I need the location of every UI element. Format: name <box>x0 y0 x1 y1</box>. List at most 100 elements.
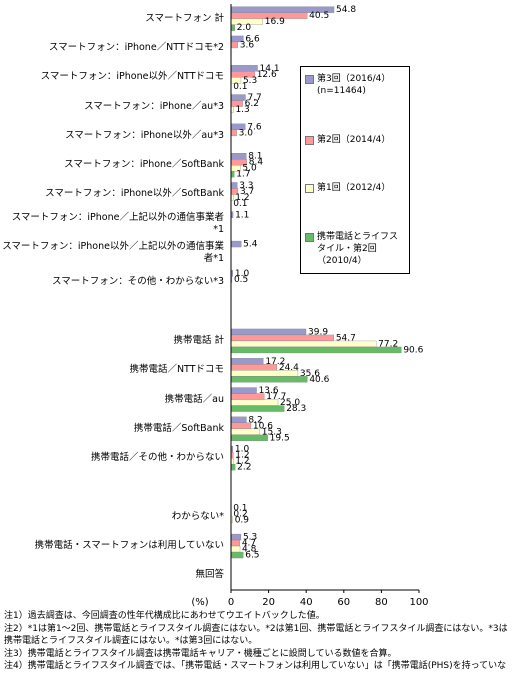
category-label: スマートフォン：iPhone以外／SoftBank <box>45 188 224 200</box>
value-label: 17.7 <box>266 392 286 402</box>
value-label: 0.1 <box>233 82 247 92</box>
value-label: 0.9 <box>235 515 250 525</box>
value-label: 6.2 <box>245 99 259 109</box>
value-label: 2.0 <box>237 23 252 33</box>
bar <box>230 65 258 72</box>
value-label: 4.8 <box>242 545 257 555</box>
value-label: 35.6 <box>300 369 320 379</box>
value-label: 16.9 <box>265 17 285 27</box>
bar <box>230 182 238 189</box>
value-label: 19.5 <box>270 433 290 443</box>
bar <box>230 346 402 354</box>
value-label: 14.1 <box>260 64 280 74</box>
bar <box>230 428 260 436</box>
value-label: 1.2 <box>235 451 249 461</box>
value-label: 7.7 <box>247 93 261 103</box>
value-label: 39.9 <box>308 327 328 337</box>
value-label: 1.0 <box>235 445 250 455</box>
bar <box>230 340 377 348</box>
bar <box>230 533 242 541</box>
bar <box>230 24 235 31</box>
bar <box>230 416 247 424</box>
bar <box>230 405 285 412</box>
category-label: 携帯電話 計 <box>173 334 224 346</box>
value-label: 5.3 <box>243 533 257 543</box>
bar <box>230 422 252 430</box>
category-label: スマートフォン：iPhone／SoftBank <box>64 159 224 171</box>
value-label: 8.4 <box>249 158 264 168</box>
value-label: 3.0 <box>239 128 254 138</box>
value-label: 4.7 <box>242 539 256 549</box>
value-label: 1.7 <box>236 170 250 180</box>
value-label: 1.2 <box>235 193 249 203</box>
legend-swatch <box>305 75 314 84</box>
x-tick-label: 0 <box>228 597 234 608</box>
value-label: 13.6 <box>259 386 279 396</box>
bar <box>230 152 247 160</box>
bar <box>230 41 238 49</box>
bar <box>230 240 242 248</box>
category-label: スマートフォン：iPhone／上記以外の通信事業者*1 <box>11 211 224 235</box>
value-label: 1.3 <box>235 105 249 115</box>
value-label: 15.3 <box>262 427 282 437</box>
value-label: 7.6 <box>247 122 262 132</box>
value-label: 6.5 <box>245 551 259 561</box>
category-label: スマートフォン：iPhone以外／au*3 <box>65 129 224 141</box>
bar <box>230 399 279 406</box>
value-label: 0.2 <box>233 509 247 519</box>
value-label: 0.1 <box>233 503 247 513</box>
value-label: 40.5 <box>309 11 329 21</box>
category-label: 携帯電話／NTTドコモ <box>129 364 224 376</box>
x-tick-label: 40 <box>300 597 313 608</box>
bar <box>230 545 241 553</box>
value-label: 28.3 <box>286 404 306 414</box>
bar <box>230 376 308 383</box>
legend-swatch <box>305 135 314 145</box>
value-label: 10.6 <box>253 421 273 431</box>
bar <box>230 539 240 547</box>
value-label: 8.2 <box>248 415 262 425</box>
legend-label: 第3回（2016/4） (n=11464) <box>317 74 391 96</box>
value-label: 77.2 <box>378 339 398 349</box>
value-label: 24.4 <box>279 363 299 373</box>
x-tick-label: 60 <box>337 597 350 608</box>
bar <box>230 364 278 371</box>
value-label: 3.7 <box>240 187 254 197</box>
value-label: 54.7 <box>336 333 356 343</box>
value-label: 1.0 <box>235 269 250 279</box>
bar <box>230 463 236 471</box>
x-tick-label: 100 <box>409 597 428 608</box>
note: 注2）*1は第1～2回、携帯電話とライフスタイル調査にはない。*2は第1回、携帯… <box>4 623 508 647</box>
value-label: 1.2 <box>235 457 249 467</box>
value-label: 0.5 <box>234 275 248 285</box>
legend-label: 携帯電話とライフスタイル・第2回（2010/4） <box>317 231 399 266</box>
value-label: 90.6 <box>403 345 423 355</box>
legend-item: 第3回（2016/4） (n=11464) <box>305 73 405 97</box>
x-tick-label: 80 <box>375 597 388 608</box>
value-label: 5.4 <box>243 240 258 250</box>
legend-item: 第1回（2012/4） <box>305 182 405 194</box>
x-axis-label: (%) <box>191 597 208 608</box>
note: 注3）携帯電話とライフスタイル調査は携帯電話キャリア・機種ごとに設問している数値… <box>4 648 397 659</box>
note: 注1）過去調査は、今回調査の性年代構成比にあわせてウエイトバックした値。 <box>4 611 325 621</box>
legend-item: 携帯電話とライフスタイル・第2回（2010/4） <box>305 231 405 267</box>
legend-swatch <box>305 232 314 242</box>
bar <box>230 434 268 442</box>
legend-label: 第1回（2012/4） <box>317 183 391 194</box>
category-label: 携帯電話／その他・わからない <box>90 452 224 464</box>
legend-label: 第2回（2014/4） <box>317 134 391 145</box>
category-label: 無回答 <box>195 569 224 581</box>
bar <box>230 328 307 336</box>
bar <box>230 358 264 365</box>
legend: 第3回（2016/4） (n=11464) 第2回（2014/4） 第1回（2012… <box>300 66 410 274</box>
value-label: 17.2 <box>265 357 285 367</box>
category-label: スマートフォン：その他・わからない*3 <box>51 276 224 288</box>
bar <box>230 393 265 400</box>
value-label: 2.2 <box>237 463 251 473</box>
x-tick-label: 20 <box>262 597 275 608</box>
category-label: わからない* <box>171 510 224 522</box>
value-label: 40.6 <box>309 375 329 385</box>
value-label: 3.6 <box>240 40 255 50</box>
value-label: 3.3 <box>239 181 253 191</box>
